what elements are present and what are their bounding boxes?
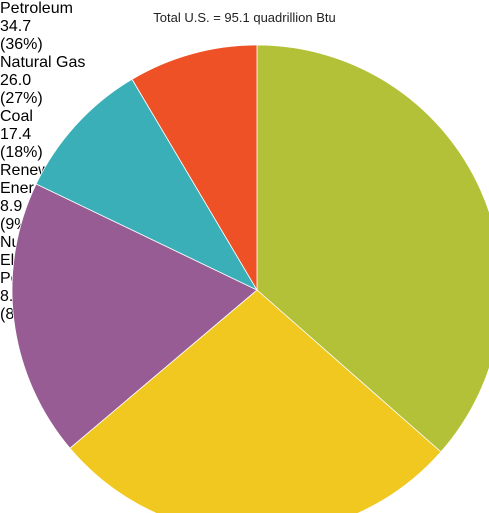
value-label: 26.0 — [0, 72, 32, 89]
value-label: 34.7 — [0, 18, 32, 35]
slice-label: Petroleum 34.7 (36%) — [0, 0, 110, 54]
pie-slice — [131, 44, 258, 292]
percent-label: (36%) — [0, 36, 43, 53]
category-label: Petroleum — [0, 0, 73, 17]
category-label: Natural Gas — [0, 54, 86, 71]
percent-label: (18%) — [0, 144, 43, 161]
pie-slice — [35, 78, 259, 291]
value-label: 8.9 — [0, 198, 23, 215]
pie-slice — [69, 289, 442, 513]
category-label: Coal — [0, 108, 33, 125]
percent-label: (27%) — [0, 90, 43, 107]
pie-slice — [11, 183, 258, 449]
slice-label: Natural Gas 26.0 (27%) — [0, 54, 110, 108]
pie-slice — [256, 44, 489, 453]
value-label: 17.4 — [0, 126, 32, 143]
slice-label: Coal 17.4 (18%) — [0, 108, 110, 162]
chart-title: Total U.S. = 95.1 quadrillion Btu — [153, 10, 336, 25]
